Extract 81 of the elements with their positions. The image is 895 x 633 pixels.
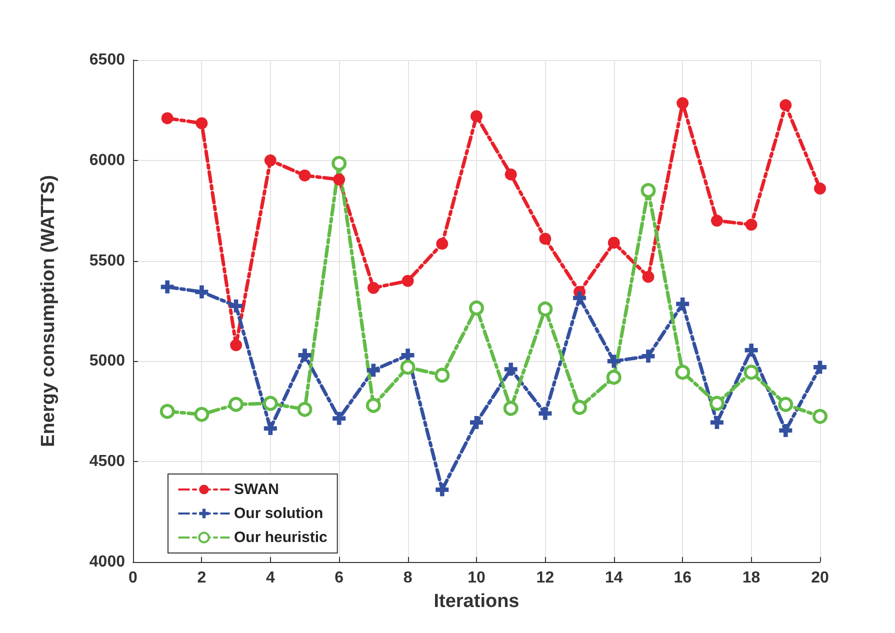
point: [744, 364, 759, 380]
point: [264, 422, 277, 435]
point: [366, 364, 380, 377]
point: [161, 112, 174, 124]
point: [709, 396, 724, 411]
point: [503, 400, 518, 416]
point: [538, 406, 552, 420]
x-tick-label: 16: [674, 570, 692, 586]
y-tick-label: 5500: [89, 252, 126, 270]
legend-label: SWAN: [234, 481, 279, 498]
point: [572, 400, 588, 415]
point: [538, 301, 553, 316]
point: [196, 117, 208, 130]
point: [504, 168, 517, 180]
point: [436, 483, 449, 496]
point: [228, 396, 244, 412]
y-tick-label: 4500: [89, 453, 126, 470]
point: [332, 156, 347, 171]
point: [230, 299, 243, 312]
x-axis-title: Iterations: [434, 591, 520, 612]
point: [640, 183, 656, 198]
legend-label: Our heuristic: [234, 529, 328, 546]
point: [606, 370, 622, 385]
point: [160, 280, 174, 294]
point: [642, 350, 655, 363]
point: [333, 173, 346, 186]
x-tick-label: 18: [742, 570, 760, 586]
point: [230, 339, 242, 352]
point: [778, 396, 794, 412]
point: [298, 348, 312, 362]
x-tick-label: 12: [536, 570, 554, 586]
point: [264, 154, 276, 166]
point: [366, 398, 381, 413]
point: [539, 232, 552, 245]
point: [745, 218, 758, 231]
point: [676, 297, 690, 310]
x-tick-label: 14: [605, 570, 623, 586]
point: [710, 214, 723, 227]
x-tick-label: 2: [197, 570, 206, 586]
y-tick-label: 5000: [89, 352, 126, 370]
point: [297, 402, 312, 417]
point: [812, 408, 828, 424]
x-tick-label: 0: [128, 570, 138, 586]
x-tick-label: 20: [811, 570, 829, 586]
point: [367, 282, 380, 294]
point: [470, 110, 482, 122]
point: [504, 362, 518, 376]
point: [642, 270, 654, 283]
point: [160, 404, 175, 419]
x-tick-label: 4: [266, 570, 275, 586]
point: [470, 416, 483, 429]
y-tick-label: 6500: [89, 52, 126, 68]
point: [744, 344, 758, 357]
point: [298, 169, 311, 182]
point: [400, 360, 416, 375]
y-tick-label: 4000: [89, 554, 126, 570]
point: [814, 360, 826, 374]
x-tick-label: 6: [334, 570, 344, 586]
point: [332, 412, 346, 425]
point: [779, 424, 792, 437]
point: [780, 99, 792, 112]
y-tick-label: 6000: [89, 152, 126, 169]
point: [469, 300, 484, 316]
point: [195, 285, 208, 298]
legend-label: Our solution: [234, 505, 324, 522]
point: [710, 416, 724, 429]
point: [436, 238, 448, 250]
x-tick-label: 8: [403, 570, 412, 586]
point: [401, 348, 414, 362]
point: [814, 182, 826, 195]
point: [573, 291, 586, 304]
x-tick-label: 10: [468, 570, 486, 586]
point: [675, 364, 690, 380]
y-axis-title: Energy consumption (WATTS): [38, 175, 59, 447]
point: [608, 236, 620, 249]
point: [194, 406, 210, 422]
point: [607, 354, 620, 368]
point: [262, 396, 278, 411]
point: [676, 97, 689, 110]
point: [402, 274, 414, 287]
point: [434, 368, 450, 383]
